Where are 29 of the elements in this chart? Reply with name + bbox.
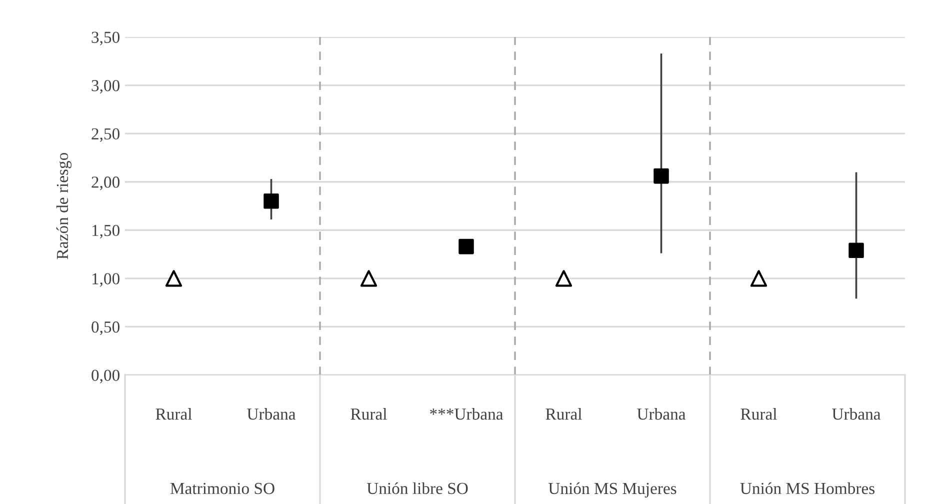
y-tick-label: 2,50 <box>92 128 120 142</box>
text: Matrimonio SO <box>170 482 274 494</box>
point <box>555 270 572 287</box>
point <box>848 242 864 258</box>
x-tick-label: Urbana <box>247 408 296 420</box>
point <box>750 270 768 287</box>
y-tick-label: 0,00 <box>92 370 120 384</box>
y-tick-label: 1,00 <box>92 273 120 287</box>
text: Unión MS Hombres <box>740 482 874 494</box>
text: Unión MS Mujeres <box>548 482 676 498</box>
x-tick-label: Urbana <box>832 408 881 420</box>
x-tick-label: Rural <box>546 408 582 420</box>
y-axis-title: Razón de riesgo <box>56 152 72 260</box>
y-tick-label: 0,50 <box>92 321 120 336</box>
x-tick-label: Urbana <box>637 408 686 420</box>
point <box>360 270 378 287</box>
y-tick-label: 1,50 <box>92 224 120 238</box>
y-tick-label: 2,00 <box>92 176 120 190</box>
x-tick-label: Rural <box>740 408 777 420</box>
text: Unión libre SO <box>366 482 468 494</box>
y-tick-label: 3,00 <box>92 80 120 94</box>
x-tick-label: Rural <box>156 408 192 420</box>
point <box>458 238 474 254</box>
y-tick-label: 3,50 <box>92 32 120 46</box>
x-tick-label: ***Urbana <box>430 408 504 420</box>
point <box>264 194 279 209</box>
point <box>654 168 669 184</box>
x-tick-label: Rural <box>350 408 387 420</box>
point <box>165 270 182 287</box>
